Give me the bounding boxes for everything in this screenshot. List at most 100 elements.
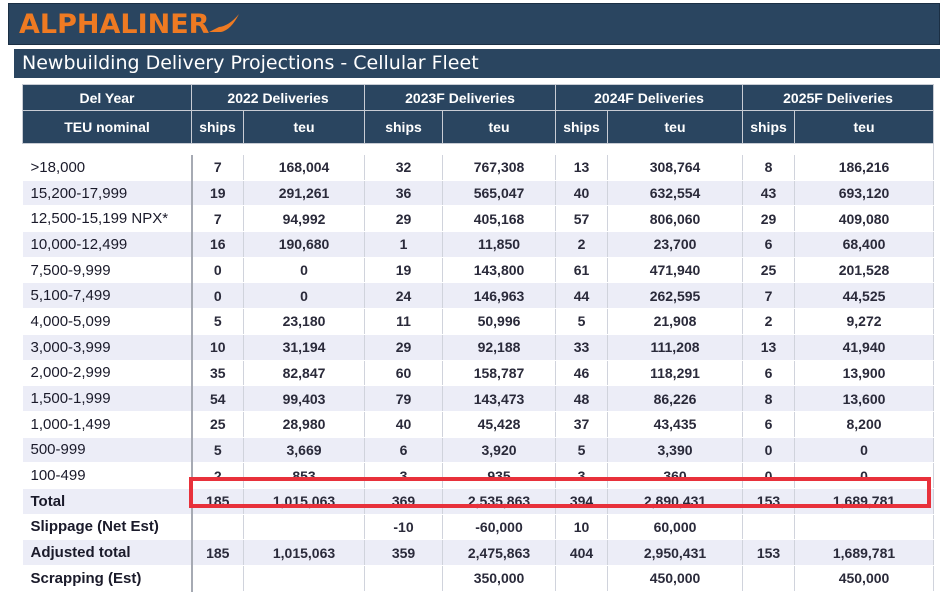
teu-cell: 935 [442,462,557,489]
ships-cell: 5 [555,308,609,335]
teu-cell: 50,996 [442,308,557,335]
ships-cell: 8 [742,385,796,412]
header-2024f: 2024F Deliveries [555,84,744,111]
teu-cell: 853 [243,462,366,489]
teu-cell: 23,700 [607,231,744,258]
spacer-cell [22,143,935,155]
teu-cell: 82,847 [243,360,366,387]
ships-cell: 25 [191,411,244,438]
ships-cell: 153 [742,488,796,515]
table-row: 1,000-1,499 25 28,980 40 45,428 37 43,435 6 8,20… [22,411,935,438]
ships-cell: 37 [555,411,609,438]
row-label: Adjusted total [22,539,193,566]
teu-cell: 0 [243,282,366,310]
ships-cell: 46 [555,360,609,387]
ships-cell: 54 [191,385,244,412]
teu-cell: 291,261 [243,180,366,207]
teu-cell: 21,908 [607,308,744,335]
ships-cell: 40 [555,180,609,207]
header-2022: 2022 Deliveries [190,84,366,111]
table-row: 4,000-5,099 5 23,180 11 50,996 5 21,908 2 9,272 [22,308,935,335]
table-row: 3,000-3,999 10 31,194 29 92,188 33 111,208 13 41… [22,334,935,361]
row-label: 1,000-1,499 [22,411,193,438]
teu-cell: 767,308 [442,154,557,181]
scrapping-row: Scrapping (Est) 350,000 450,000 450,000 [22,565,935,592]
ships-cell: 5 [191,308,244,335]
teu-cell: 565,047 [442,180,557,207]
header-teu-nominal: TEU nominal [22,110,192,144]
row-label: 12,500-15,199 NPX* [22,205,193,233]
teu-cell: 2,890,431 [607,488,744,515]
header-row-years: Del Year 2022 Deliveries 2023F Deliverie… [22,84,935,111]
row-label: 4,000-5,099 [22,308,193,335]
teu-cell: 1,689,781 [794,539,935,566]
teu-cell: 409,080 [794,205,935,233]
teu-cell [243,565,366,592]
teu-cell: -60,000 [442,514,557,541]
ships-cell: 6 [742,231,796,258]
ships-cell: 36 [364,180,444,207]
teu-cell: 143,473 [442,385,557,412]
ships-cell: 7 [191,205,244,233]
teu-cell: 186,216 [794,154,935,181]
teu-cell [243,514,366,541]
ships-cell: 3 [364,462,444,489]
row-label: Slippage (Net Est) [22,514,193,541]
teu-cell [794,514,935,541]
ships-cell: 10 [555,514,609,541]
teu-cell: 693,120 [794,180,935,207]
ships-cell: 35 [191,360,244,387]
ships-cell: 5 [191,437,244,464]
teu-cell: 350,000 [442,565,557,592]
table-row: 2,000-2,999 35 82,847 60 158,787 46 118,291 6 13… [22,360,935,387]
ships-cell: 13 [742,334,796,361]
row-label: Scrapping (Est) [22,565,193,592]
header-teu: teu [794,110,935,144]
teu-cell: 3,920 [442,437,557,464]
teu-cell: 450,000 [794,565,935,592]
ships-cell: 60 [364,360,444,387]
teu-cell: 308,764 [607,154,744,181]
teu-cell: 11,850 [442,231,557,258]
teu-cell: 31,194 [243,334,366,361]
ships-cell: 8 [742,154,796,181]
delivery-projections-table: Del Year 2022 Deliveries 2023F Deliverie… [22,84,935,592]
table-row: 1,500-1,999 54 99,403 79 143,473 48 86,226 8 13,… [22,385,935,412]
ships-cell: 24 [364,282,444,310]
ships-cell: 16 [191,231,244,258]
ships-cell: 2 [555,231,609,258]
teu-cell: 0 [243,257,366,284]
table-row: 100-499 2 853 3 935 3 360 0 0 [22,462,935,489]
header-2025f: 2025F Deliveries [742,84,935,111]
ships-cell: 0 [191,257,244,284]
row-label: 2,000-2,999 [22,360,193,387]
ships-cell: 153 [742,539,796,566]
ships-cell: 79 [364,385,444,412]
ships-cell [555,565,609,592]
teu-cell: 43,435 [607,411,744,438]
teu-cell: 68,400 [794,231,935,258]
row-label: 1,500-1,999 [22,385,193,412]
ships-cell [364,565,444,592]
ships-cell: 43 [742,180,796,207]
teu-cell: 41,940 [794,334,935,361]
teu-cell: 86,226 [607,385,744,412]
logo-text: ALPHALINER [19,9,210,40]
teu-cell: 146,963 [442,282,557,310]
ships-cell: 2 [742,308,796,335]
ships-cell: 57 [555,205,609,233]
header-ships: ships [555,110,609,144]
teu-cell: 360 [607,462,744,489]
teu-cell: 0 [794,462,935,489]
page-title-bar: Newbuilding Delivery Projections - Cellu… [14,49,940,78]
teu-cell: 2,475,863 [442,539,557,566]
header-ships: ships [742,110,796,144]
table-row: 12,500-15,199 NPX* 7 94,992 29 405,168 57 806,… [22,205,935,233]
ships-cell: 25 [742,257,796,284]
teu-cell: 13,600 [794,385,935,412]
ships-cell: 185 [191,488,244,515]
teu-cell: 60,000 [607,514,744,541]
ships-cell: 404 [555,539,609,566]
ships-cell: 19 [364,257,444,284]
header-ships: ships [364,110,444,144]
